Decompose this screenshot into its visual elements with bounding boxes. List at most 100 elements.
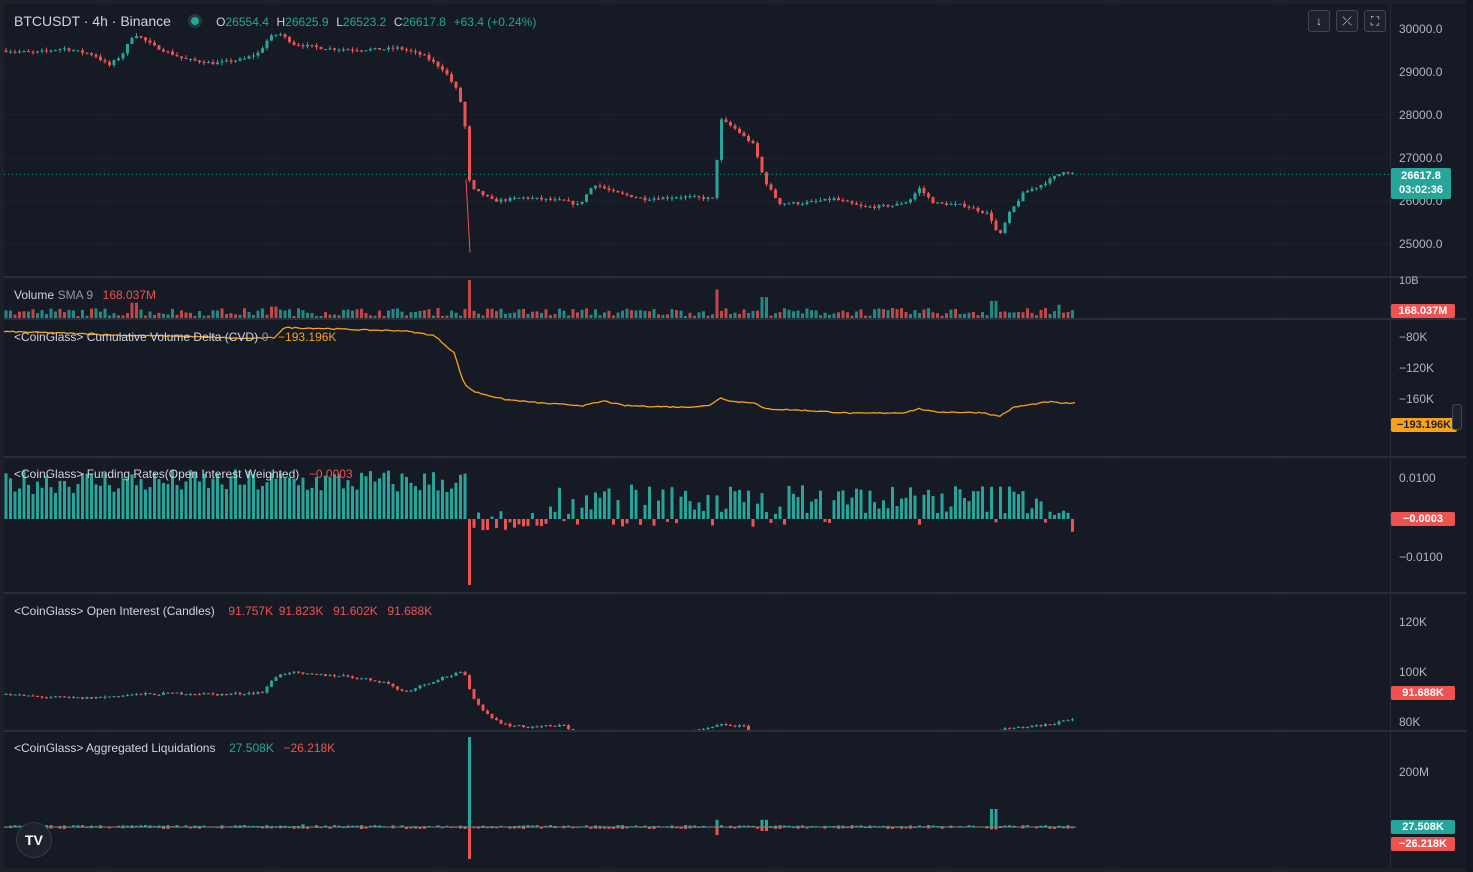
funding-bar [774,513,777,519]
liquidation-short-bar [189,827,192,829]
volume-bar [702,311,705,318]
volume-bar [333,314,336,318]
price-candle [94,54,98,57]
volume-bar [967,312,971,318]
oi-candle [117,696,120,698]
price-candle [594,185,597,189]
price-tick: 25000.0 [1399,237,1443,251]
oi-candle [1066,720,1070,722]
oi-pane[interactable] [4,594,1390,730]
volume-bar [900,308,903,318]
symbol-legend[interactable]: BTCUSDT · 4h · Binance O26554.4 H26625.9… [14,13,536,29]
liquidation-short-bar [319,827,323,829]
funding-bar [225,489,228,519]
funding-bar [1053,514,1056,519]
liquidation-short-bar [670,827,674,829]
volume-bar [441,315,444,318]
price-candle [913,193,917,200]
funding-bar [157,479,161,519]
liquidations-pane[interactable] [4,732,1390,868]
tradingview-logo[interactable]: TV [16,822,52,858]
funding-pane[interactable] [4,458,1390,592]
liquidation-short-bar [99,827,102,829]
price-candle [670,197,674,199]
oi-candle [229,693,233,695]
liquidation-short-bar [517,827,521,829]
price-pane[interactable] [4,4,1390,276]
volume-bar [315,315,318,318]
volume-pane[interactable] [4,278,1390,318]
price-candle [13,51,17,53]
oi-candle [373,680,377,682]
price-candle [904,202,908,204]
pane-separator[interactable] [4,318,1466,320]
price-tick: 28000.0 [1399,108,1443,122]
symbol-title[interactable]: BTCUSDT · 4h · Binance [14,13,171,29]
liquidation-short-bar [1071,827,1074,829]
liquidation-long-bar [1008,825,1011,827]
price-candle [454,81,458,88]
price-candle [400,47,404,50]
funding-bar [301,477,305,519]
volume-bar [679,310,683,318]
volume-legend[interactable]: Volume SMA 9 168.037M [14,287,156,302]
volume-bar [814,310,818,318]
liquidation-short-bar [805,827,809,829]
price-scale[interactable]: 30000.0 29000.0 28000.0 27000.0 26000.0 … [1390,4,1467,276]
liquidation-long-bar [544,825,548,827]
funding-legend[interactable]: <CoinGlass> Funding Rates(Open Interest … [14,466,353,481]
cvd-legend[interactable]: <CoinGlass> Cumulative Volume Delta (CVD… [14,329,336,344]
oi-legend[interactable]: <CoinGlass> Open Interest (Candles) 91.7… [14,603,432,618]
liquidation-long-bar [747,825,750,827]
liquidations-legend[interactable]: <CoinGlass> Aggregated Liquidations 27.5… [14,740,335,755]
oi-candle [1062,720,1065,722]
oi-candle [351,676,354,678]
liquidation-long-bar [904,826,908,827]
pane-separator[interactable] [4,592,1466,594]
price-chart[interactable] [4,4,1390,276]
funding-bar [666,519,669,522]
price-candle [414,51,417,53]
funding-bar [477,512,480,519]
price-candle [747,135,750,142]
volume-bar [972,311,975,318]
funding-bar [166,484,170,519]
cvd-badge: −193.196K [1391,418,1457,432]
volume-bar [931,312,935,318]
cvd-pane[interactable] [4,320,1390,456]
scroll-down-button[interactable]: ↓ [1308,10,1330,32]
price-candle [391,47,395,49]
pane-separator[interactable] [4,276,1466,278]
pane-separator[interactable] [4,456,1466,458]
volume-bar [81,309,84,318]
volume-bar [828,314,831,318]
collapse-button[interactable]: ⤫ [1336,10,1358,32]
liquidation-short-bar [949,827,953,828]
liquidation-short-bar [913,827,917,829]
volume-bar [27,311,30,318]
fullscreen-button[interactable]: ⛶ [1364,10,1386,32]
oi-scale[interactable]: 120K 100K 80K [1390,594,1467,730]
volume-bar [760,297,764,318]
funding-bar [63,481,66,519]
liquidation-long-bar [832,826,836,827]
price-candle [684,196,687,198]
cvd-scale[interactable]: −80K −120K −160K [1390,320,1467,456]
pane-separator[interactable] [4,730,1466,732]
price-candle [346,49,350,51]
funding-bar [198,481,201,519]
funding-bar [522,519,525,527]
price-candle [162,49,165,52]
volume-bar [126,313,129,318]
oi-candle [157,694,161,696]
oi-candle [211,693,215,695]
oi-candle [405,690,408,692]
price-candle [468,126,471,181]
funding-bar [778,506,782,519]
pane-resize-handle[interactable] [1452,404,1462,430]
oi-candle [202,693,206,695]
volume-bar [634,310,638,318]
oi-candle [99,696,102,698]
oi-candle [256,692,260,694]
volume-bar [576,312,579,318]
